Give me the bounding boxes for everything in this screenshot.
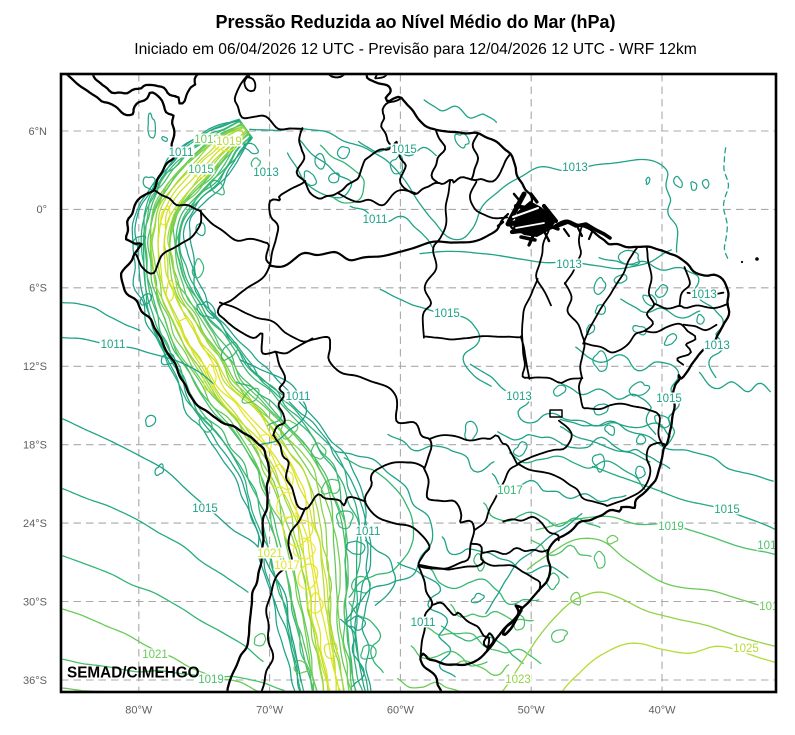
svg-text:24°S: 24°S [23,518,47,530]
svg-text:1017: 1017 [274,560,300,572]
svg-text:1013: 1013 [194,134,220,146]
svg-text:12°S: 12°S [23,361,47,373]
svg-text:1015: 1015 [656,393,682,405]
svg-text:50°W: 50°W [518,705,546,717]
svg-text:6°S: 6°S [29,283,47,295]
svg-text:6°N: 6°N [29,126,48,138]
svg-text:1019: 1019 [216,136,242,148]
svg-text:1017: 1017 [497,485,523,497]
svg-text:30°S: 30°S [23,596,47,608]
svg-text:1013: 1013 [704,340,730,352]
svg-text:SEMAD/CIMEHGO: SEMAD/CIMEHGO [67,665,200,682]
svg-text:1015: 1015 [714,504,740,516]
svg-text:1011: 1011 [169,147,194,159]
svg-text:1015: 1015 [434,308,460,320]
svg-text:80°W: 80°W [125,705,153,717]
svg-text:18°S: 18°S [23,440,47,452]
svg-text:1015: 1015 [192,503,218,515]
svg-text:1013: 1013 [253,167,279,179]
svg-text:1011: 1011 [101,339,126,351]
svg-text:1023: 1023 [505,674,531,686]
svg-text:1013: 1013 [506,391,532,403]
svg-text:0°: 0° [36,204,47,216]
svg-text:60°W: 60°W [387,705,415,717]
svg-text:36°S: 36°S [23,675,47,687]
svg-text:1013: 1013 [562,162,588,174]
svg-text:1011: 1011 [363,214,388,226]
svg-text:1015: 1015 [757,540,783,552]
svg-text:70°W: 70°W [256,705,284,717]
svg-text:1021: 1021 [257,548,283,560]
svg-text:1011: 1011 [356,526,381,538]
svg-text:1019: 1019 [658,521,684,533]
svg-text:40°W: 40°W [648,705,676,717]
svg-text:1011: 1011 [286,391,311,403]
svg-text:1019: 1019 [759,601,785,613]
svg-text:1013: 1013 [556,259,582,271]
svg-text:1019: 1019 [198,674,224,686]
svg-text:1013: 1013 [691,289,717,301]
svg-text:1021: 1021 [142,649,168,661]
svg-text:1015: 1015 [391,144,417,156]
svg-text:1025: 1025 [733,643,759,655]
svg-text:1015: 1015 [188,164,214,176]
svg-text:1011: 1011 [411,617,436,629]
